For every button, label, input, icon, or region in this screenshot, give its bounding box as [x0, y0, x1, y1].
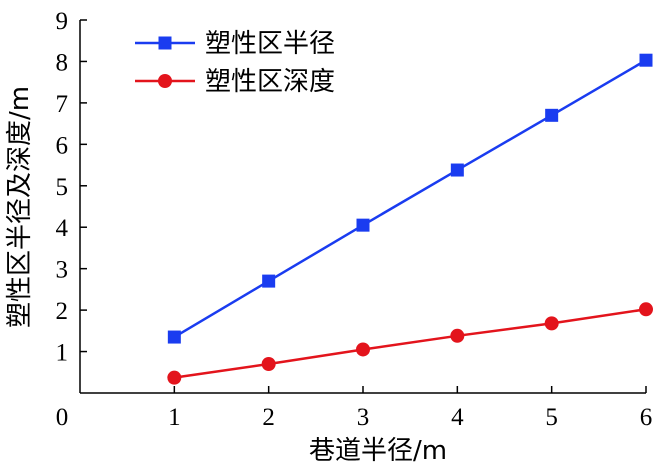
series-layer [167, 53, 653, 385]
x-tick-label: 4 [451, 404, 464, 431]
data-point-square [545, 108, 559, 122]
y-tick-label: 2 [56, 298, 69, 325]
y-tick-label: 4 [56, 215, 69, 242]
data-point-circle [356, 342, 370, 357]
y-tick-label: 9 [56, 8, 69, 35]
data-point-square [450, 163, 464, 177]
data-point-square [356, 218, 370, 232]
y-tick-label: 3 [56, 257, 69, 284]
y-tick-label: 8 [56, 49, 69, 76]
data-point-square [167, 330, 181, 344]
x-tick-label: 1 [168, 404, 181, 431]
series-line [173, 59, 647, 339]
legend-label: 塑性区深度 [205, 67, 335, 97]
data-point-circle [450, 328, 465, 343]
x-tick-label: 5 [545, 404, 558, 431]
legend-entry-2: 塑性区深度 [135, 67, 335, 97]
x-axis-title: 巷道半径/m [309, 436, 447, 466]
x-tick-label: 3 [357, 404, 370, 431]
legend-marker-square [158, 36, 172, 50]
x-tick-label: 2 [262, 404, 275, 431]
series-2 [167, 302, 653, 385]
tick-labels: 1 2 3 4 5 6 7 8 9 0 1 2 3 4 5 6 [56, 8, 653, 431]
origin-tick-label: 0 [56, 404, 69, 431]
data-point-circle [639, 302, 653, 317]
series-1 [167, 53, 653, 344]
y-tick-label: 1 [56, 340, 69, 367]
legend-label: 塑性区半径 [205, 29, 335, 59]
legend-marker-circle [158, 74, 172, 88]
y-tick-label: 7 [56, 91, 69, 118]
y-tick-label: 6 [56, 132, 69, 159]
y-tick-label: 5 [56, 174, 69, 201]
y-axis-title: 塑性区半径及深度/m [5, 86, 35, 328]
series-line [174, 308, 647, 379]
data-point-circle [167, 370, 182, 385]
data-point-square [639, 53, 653, 67]
data-point-square [262, 274, 276, 288]
legend-entry-1: 塑性区半径 [135, 29, 335, 59]
ticks [80, 19, 647, 393]
data-point-circle [544, 316, 559, 331]
data-point-circle [261, 356, 276, 371]
x-tick-label: 6 [640, 404, 653, 431]
